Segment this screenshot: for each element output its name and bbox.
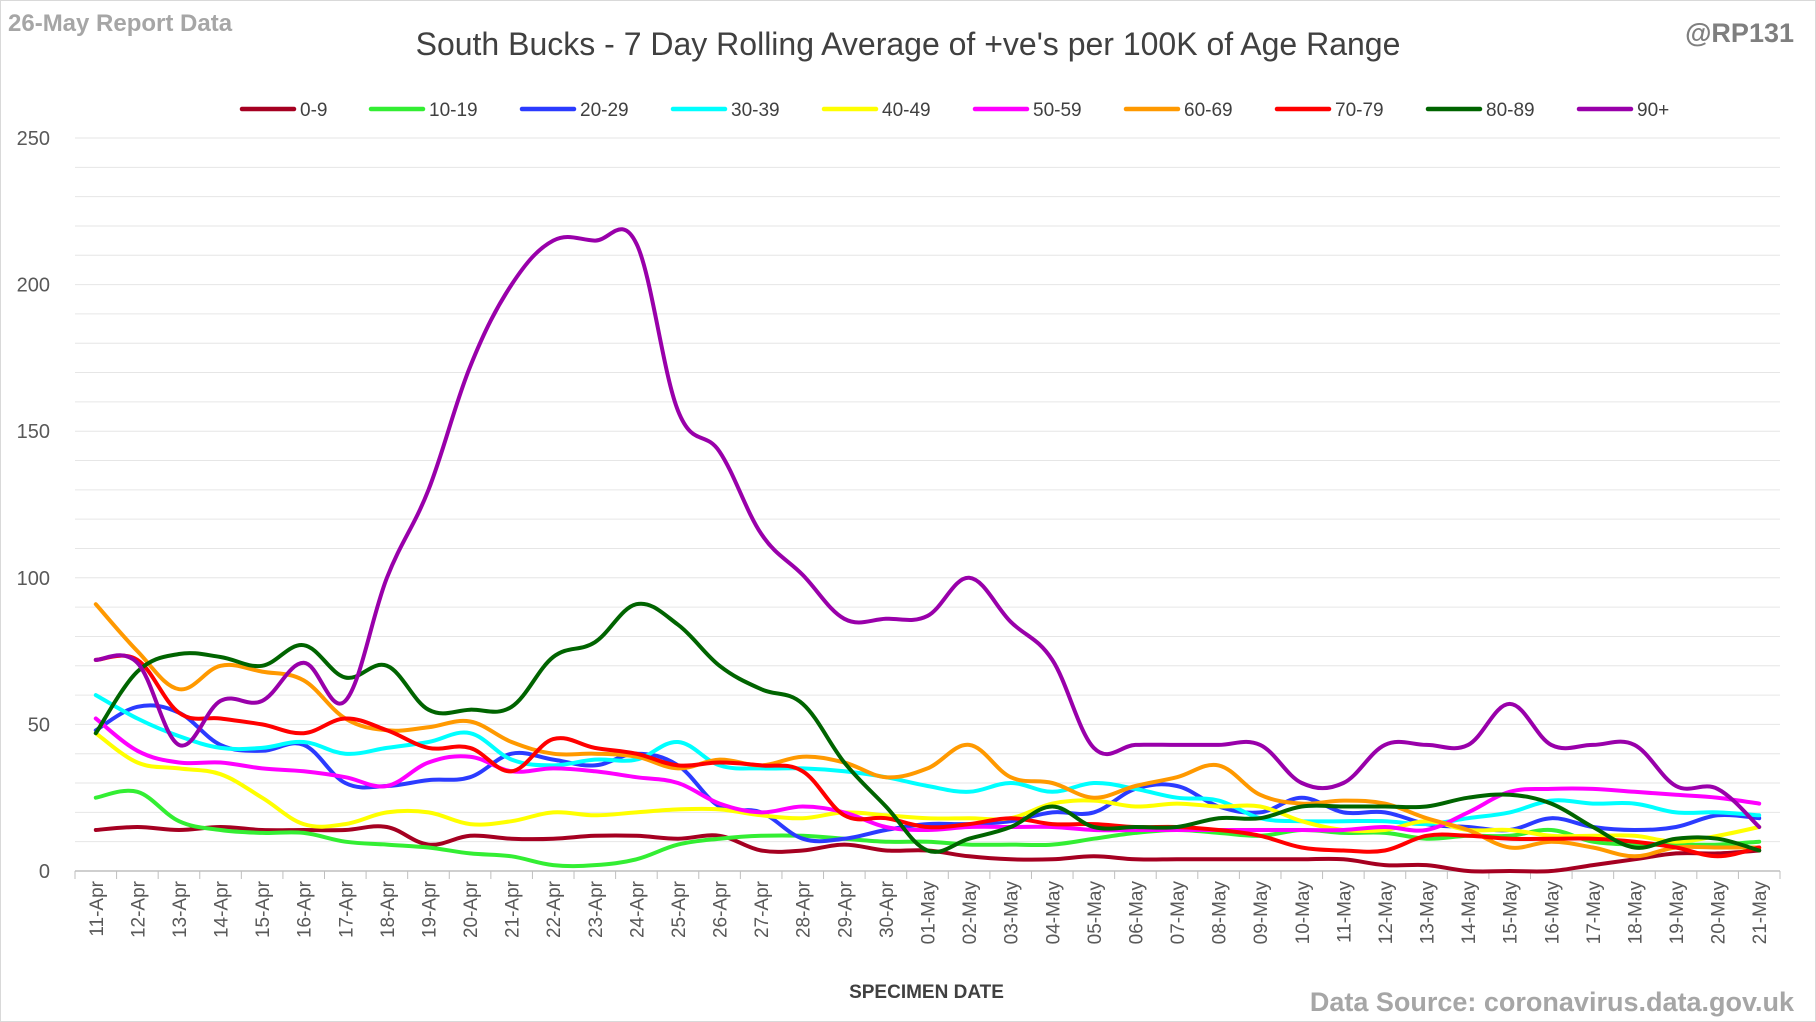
- legend-label: 20-29: [580, 100, 629, 121]
- x-tick-label: 13-May: [1418, 881, 1439, 945]
- x-tick-label: 28-Apr: [794, 880, 815, 938]
- x-tick-label: 22-Apr: [544, 880, 565, 938]
- legend-label: 90+: [1637, 100, 1669, 121]
- y-tick-label: 0: [39, 861, 50, 883]
- x-tick-label: 09-May: [1251, 881, 1272, 945]
- series-line-70-79: [93, 653, 1762, 859]
- x-tick-label: 18-Apr: [378, 880, 399, 938]
- x-tick-label: 07-May: [1168, 881, 1189, 945]
- x-tick-label: 14-Apr: [212, 880, 233, 938]
- x-tick-label: 23-Apr: [586, 880, 607, 938]
- legend-label: 50-59: [1033, 100, 1082, 121]
- x-tick-label: 21-May: [1750, 881, 1771, 945]
- x-tick-label: 13-Apr: [170, 880, 191, 938]
- x-tick-label: 26-Apr: [711, 880, 732, 938]
- x-tick-label: 17-May: [1584, 881, 1605, 945]
- legend-label: 60-69: [1184, 100, 1233, 121]
- legend-label: 80-89: [1486, 100, 1535, 121]
- series-line-90+: [93, 227, 1762, 829]
- x-tick-label: 20-May: [1709, 881, 1730, 945]
- legend-label: 40-49: [882, 100, 931, 121]
- y-tick-label: 50: [28, 714, 50, 736]
- x-tick-label: 14-May: [1459, 881, 1480, 945]
- legend-label: 70-79: [1335, 100, 1384, 121]
- x-tick-label: 16-May: [1542, 881, 1563, 945]
- y-tick-label: 250: [17, 128, 50, 150]
- series-line-30-39: [93, 693, 1762, 827]
- x-axis-title: SPECIMEN DATE: [849, 982, 1004, 1003]
- x-tick-label: 29-Apr: [835, 880, 856, 938]
- report-label: 26-May Report Data: [8, 10, 233, 37]
- x-tick-label: 24-Apr: [627, 880, 648, 938]
- y-tick-label: 200: [17, 275, 50, 297]
- x-tick-label: 19-May: [1667, 881, 1688, 945]
- x-tick-label: 04-May: [1043, 881, 1064, 945]
- x-tick-label: 11-Apr: [87, 880, 108, 936]
- x-tick-label: 10-May: [1293, 881, 1314, 945]
- x-tick-label: 17-Apr: [336, 880, 357, 938]
- series-line-40-49: [93, 731, 1762, 844]
- x-tick-label: 03-May: [1002, 881, 1023, 945]
- x-tick-label: 19-Apr: [419, 880, 440, 938]
- x-tick-label: 02-May: [960, 881, 981, 945]
- x-tick-label: 15-May: [1501, 881, 1522, 945]
- data-source: Data Source: coronavirus.data.gov.uk: [1309, 987, 1794, 1017]
- author-handle: @RP131: [1685, 18, 1794, 48]
- x-tick-label: 21-Apr: [503, 880, 524, 938]
- y-tick-label: 150: [17, 421, 50, 443]
- x-tick-label: 25-Apr: [669, 880, 690, 938]
- x-tick-label: 08-May: [1210, 881, 1231, 945]
- x-tick-label: 06-May: [1126, 881, 1147, 945]
- legend-label: 0-9: [300, 100, 327, 121]
- x-tick-label: 15-Apr: [253, 880, 274, 938]
- x-tick-label: 12-May: [1376, 881, 1397, 945]
- legend-label: 10-19: [429, 100, 478, 121]
- x-tick-label: 11-May: [1334, 881, 1355, 943]
- x-tick-label: 01-May: [919, 881, 940, 945]
- x-tick-label: 12-Apr: [128, 880, 149, 938]
- series-line-50-59: [93, 716, 1762, 833]
- x-tick-label: 30-Apr: [877, 880, 898, 938]
- legend-label: 30-39: [731, 100, 780, 121]
- y-tick-label: 100: [17, 568, 50, 590]
- x-tick-label: 20-Apr: [461, 880, 482, 938]
- x-tick-label: 27-Apr: [752, 880, 773, 938]
- x-tick-label: 18-May: [1625, 881, 1646, 945]
- series-line-80-89: [93, 601, 1762, 854]
- x-tick-label: 16-Apr: [295, 880, 316, 938]
- chart-title: South Bucks - 7 Day Rolling Average of +…: [415, 26, 1401, 62]
- x-tick-label: 05-May: [1085, 881, 1106, 945]
- series-line-20-29: [93, 703, 1762, 844]
